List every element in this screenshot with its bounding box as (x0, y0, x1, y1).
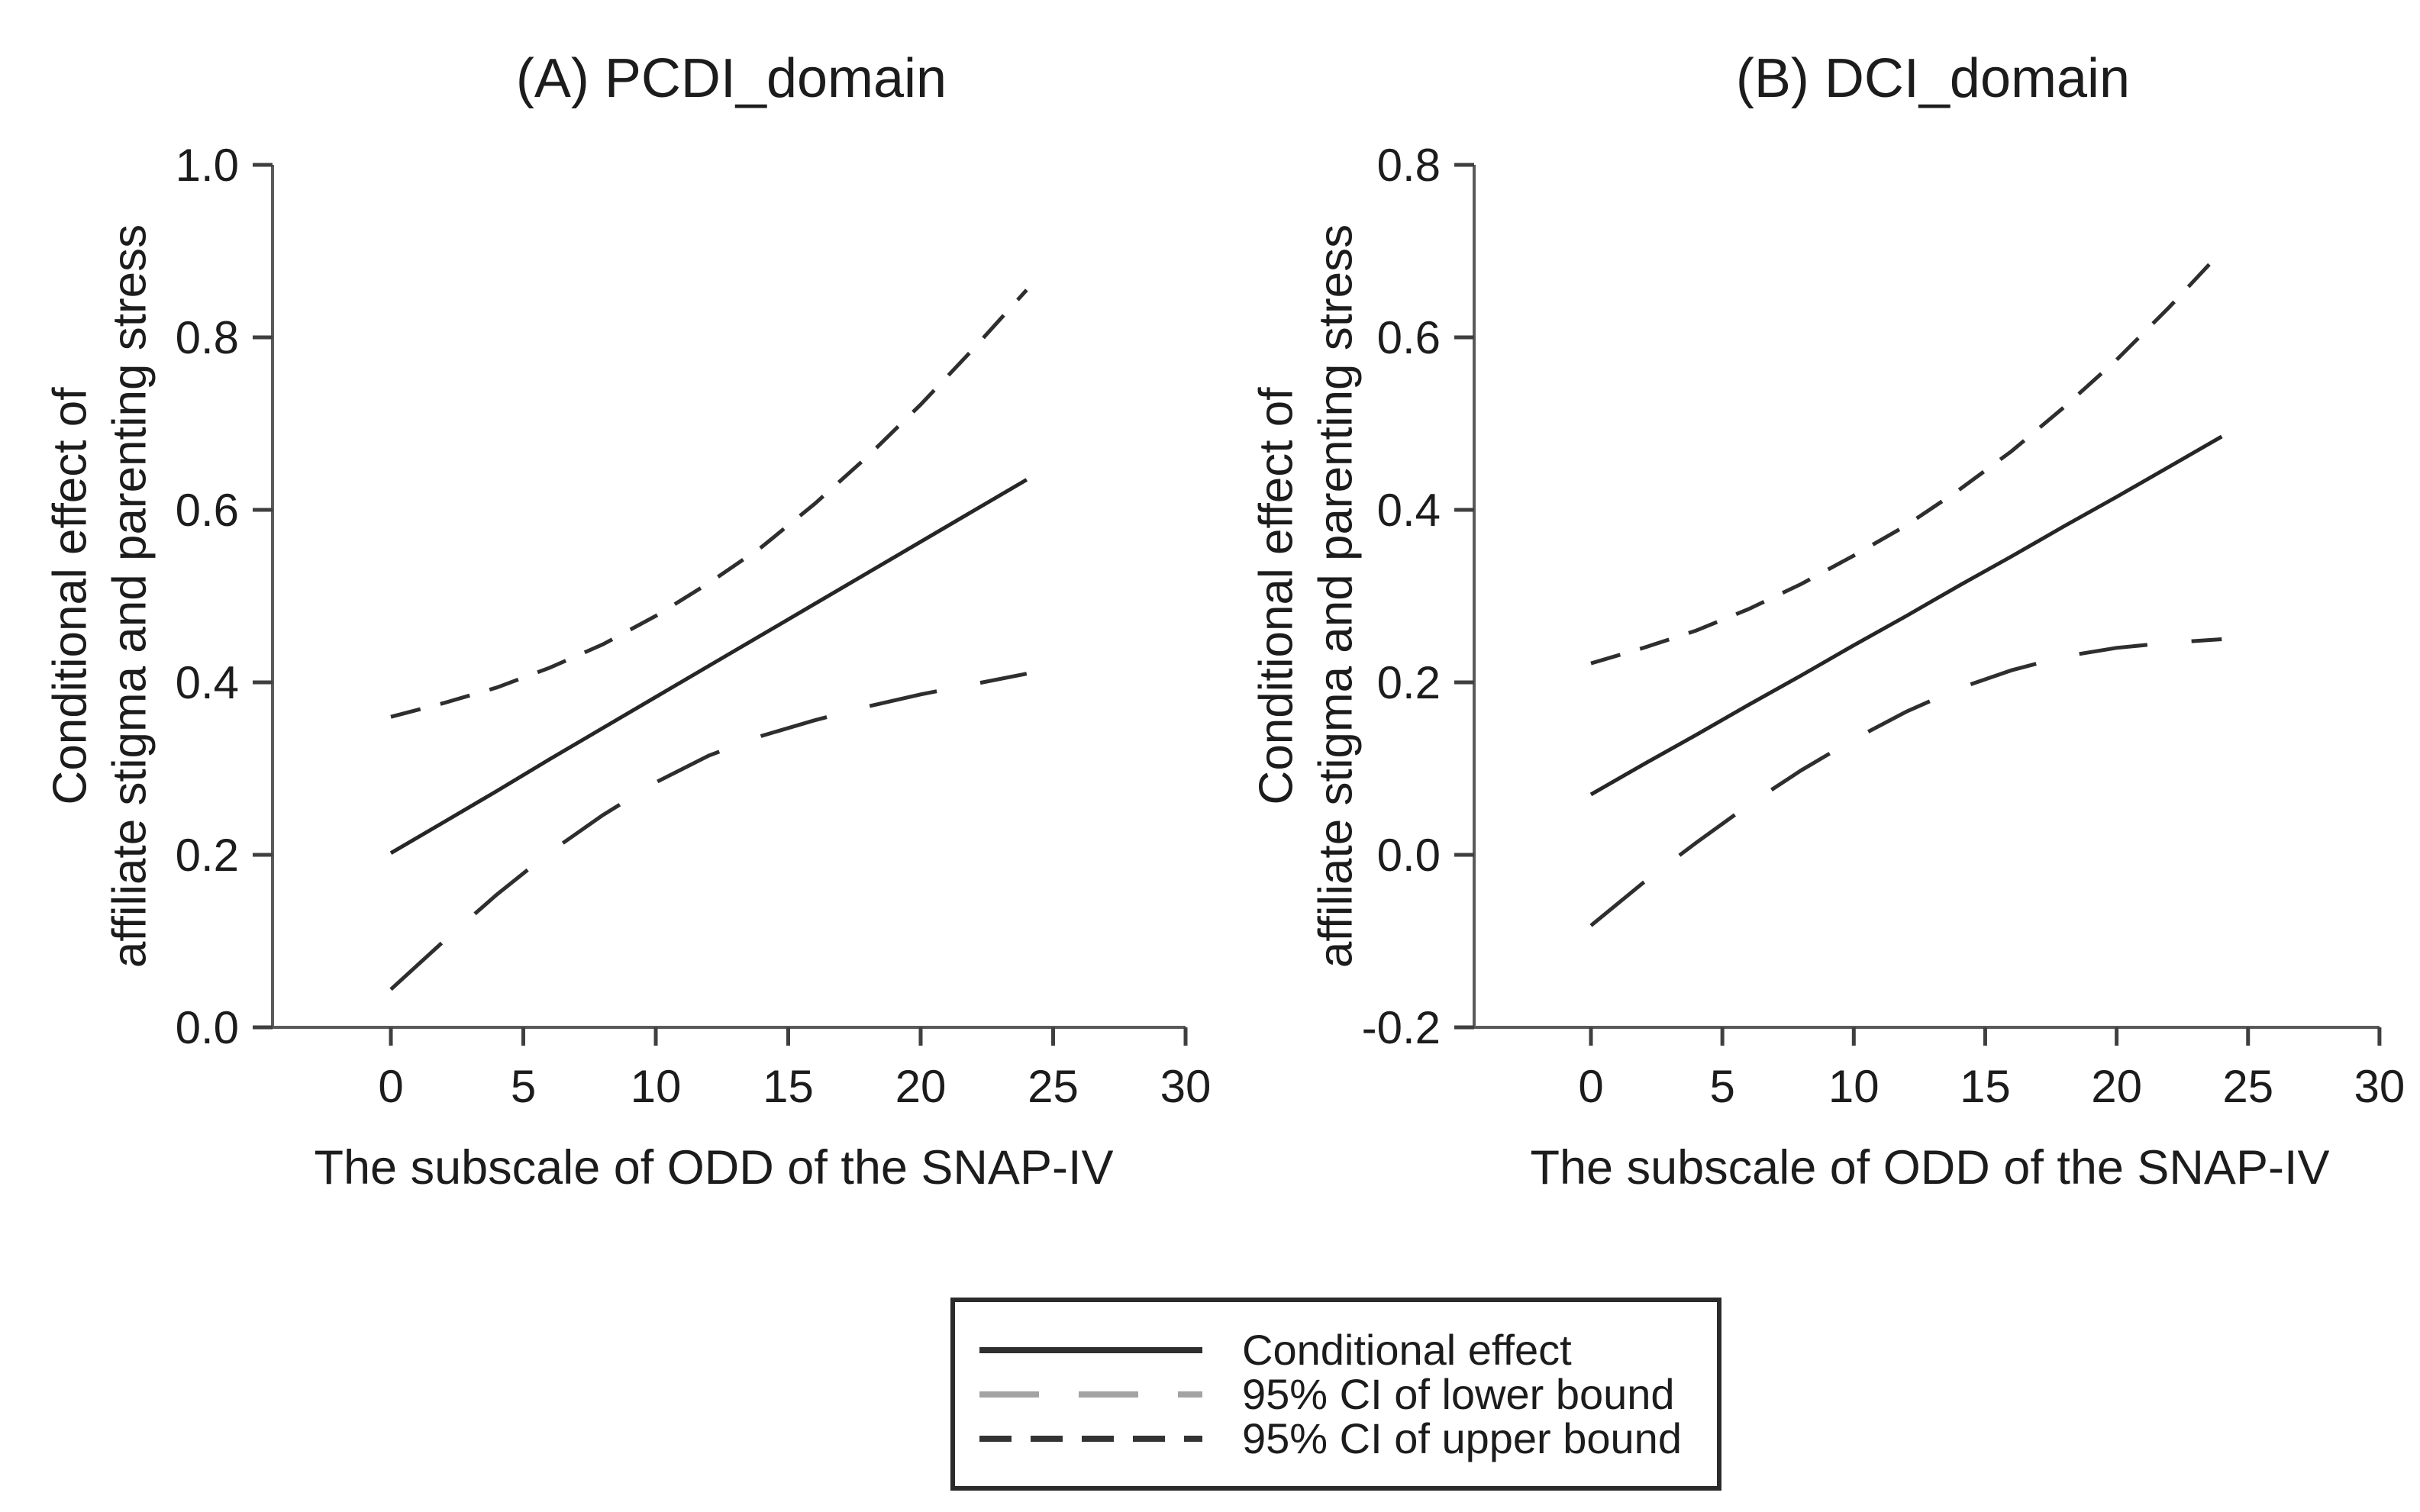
x-tick-label: 25 (1028, 1061, 1079, 1112)
x-tick-label: 10 (631, 1061, 682, 1112)
legend-item-upper-bound: 95% CI of upper bound (976, 1414, 1717, 1462)
legend-label-conditional-effect: Conditional effect (1242, 1326, 1572, 1374)
legend-line-long-dash (979, 1391, 1202, 1398)
panel-a: 0 5 10 15 20 25 30 0.0 0.2 0.4 0.6 0.8 1.0 (176, 140, 1212, 1112)
panel-b-title: (B) DCI_domain (1735, 48, 2131, 109)
panel-a-ylabel-line1: Conditional effect of (44, 387, 97, 805)
x-tick-label: 20 (895, 1061, 947, 1112)
series-solid (1589, 434, 2223, 797)
x-tick-label: 5 (511, 1061, 536, 1112)
y-tick-label: 0.8 (176, 312, 239, 363)
y-tick-label: 0.2 (176, 830, 239, 881)
legend-label-upper-bound: 95% CI of upper bound (1242, 1414, 1682, 1462)
series-long-dash (1589, 637, 2222, 927)
legend-box: Conditional effect 95% CI of lower bound… (950, 1298, 1721, 1491)
y-tick-label: 1.0 (176, 140, 239, 191)
panel-a-title: (A) PCDI_domain (515, 48, 947, 109)
x-tick-label: 10 (1828, 1061, 1880, 1112)
x-tick-label: 5 (1709, 1061, 1734, 1112)
legend-label-lower-bound: 95% CI of lower bound (1242, 1370, 1675, 1418)
panel-a-xlabel: The subscale of ODD of the SNAP-IV (314, 1141, 1114, 1194)
y-tick-label: 0.2 (1377, 657, 1441, 708)
panel-a-ylabel-line2: affiliate stigma and parenting stress (103, 224, 156, 969)
panel-b: 0 5 10 15 20 25 30 -0.2 0.0 0.2 0.4 0.6 0.8 (1362, 140, 2405, 1112)
x-tick-label: 0 (1578, 1061, 1603, 1112)
legend-item-lower-bound: 95% CI of lower bound (976, 1370, 1717, 1418)
legend-line-solid (979, 1346, 1202, 1353)
y-tick-label: 0.6 (176, 485, 239, 536)
y-tick-label: 0.8 (1377, 140, 1441, 191)
x-tick-label: 0 (378, 1061, 403, 1112)
x-tick-label: 30 (2354, 1061, 2405, 1112)
series-short-dash (390, 289, 1028, 719)
x-tick-label: 30 (1160, 1061, 1212, 1112)
series-short-dash (1590, 250, 2224, 666)
x-tick-label: 15 (1960, 1061, 2011, 1112)
series-solid (389, 478, 1028, 855)
y-tick-label: 0.4 (1377, 485, 1441, 536)
legend-line-short-dash (979, 1435, 1202, 1442)
x-tick-label: 15 (763, 1061, 814, 1112)
panel-b-xlabel: The subscale of ODD of the SNAP-IV (1530, 1141, 2330, 1194)
x-tick-label: 20 (2091, 1061, 2142, 1112)
legend-item-conditional-effect: Conditional effect (976, 1326, 1717, 1374)
panel-b-ylabel-line2: affiliate stigma and parenting stress (1309, 224, 1363, 969)
panel-b-ylabel-line1: Conditional effect of (1250, 387, 1303, 805)
y-tick-label: 0.4 (176, 657, 239, 708)
y-tick-label: -0.2 (1362, 1002, 1441, 1053)
series-long-dash (389, 672, 1028, 991)
x-tick-label: 25 (2222, 1061, 2273, 1112)
y-tick-label: 0.0 (176, 1002, 239, 1053)
y-tick-label: 0.0 (1377, 830, 1441, 881)
y-tick-label: 0.6 (1377, 312, 1441, 363)
